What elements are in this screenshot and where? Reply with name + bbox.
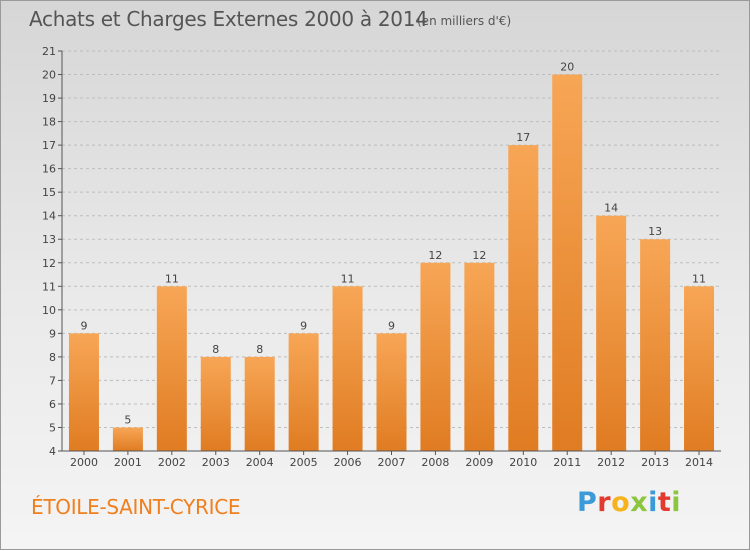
y-tick-label: 13	[42, 233, 56, 246]
x-tick-label: 2003	[202, 456, 230, 469]
x-tick-label: 2009	[465, 456, 493, 469]
x-tick-label: 2013	[641, 456, 669, 469]
data-label: 20	[560, 61, 574, 74]
y-tick-label: 12	[42, 257, 56, 270]
y-tick-label: 15	[42, 186, 56, 199]
bar	[156, 286, 187, 451]
x-tick-label: 2008	[421, 456, 449, 469]
y-tick-label: 17	[42, 139, 56, 152]
data-label: 5	[124, 413, 131, 426]
x-tick-label: 2000	[70, 456, 98, 469]
bar	[596, 215, 627, 451]
data-label: 14	[604, 202, 618, 215]
brand-letter: i	[671, 487, 682, 518]
data-label: 17	[516, 131, 530, 144]
data-label: 9	[80, 319, 87, 332]
bar	[200, 356, 231, 451]
x-tick-label: 2011	[553, 456, 581, 469]
bar	[420, 262, 451, 451]
x-tick-label: 2005	[290, 456, 318, 469]
data-label: 12	[428, 249, 442, 262]
x-tick-label: 2014	[685, 456, 713, 469]
brand-letter: o	[611, 487, 631, 518]
x-tick-label: 2010	[509, 456, 537, 469]
y-tick-label: 21	[42, 45, 56, 58]
y-tick-label: 4	[49, 445, 56, 458]
data-label: 9	[388, 319, 395, 332]
data-label: 8	[256, 343, 263, 356]
data-label: 12	[472, 249, 486, 262]
y-tick-label: 19	[42, 92, 56, 105]
data-label: 11	[341, 272, 355, 285]
x-tick-label: 2002	[158, 456, 186, 469]
data-label: 11	[692, 272, 706, 285]
bar	[684, 286, 715, 451]
x-tick-label: 2004	[246, 456, 274, 469]
y-tick-label: 11	[42, 280, 56, 293]
proxiti-logo[interactable]: Proxiti	[577, 487, 681, 518]
brand-letter: x	[630, 487, 649, 518]
brand-letter: r	[597, 487, 612, 518]
chart-subtitle: (en milliers d'€)	[417, 14, 512, 28]
bar	[244, 356, 275, 451]
y-tick-label: 7	[49, 374, 56, 387]
y-tick-label: 6	[49, 398, 56, 411]
x-tick-label: 2001	[114, 456, 142, 469]
bar	[112, 427, 143, 451]
bars	[68, 74, 715, 451]
y-tick-label: 18	[42, 116, 56, 129]
labels: 4 5 6 7 8 9 10 11 12 13 14 15 16 17 18 19 20 21 2000 9 2001 5…	[42, 45, 713, 469]
data-label: 8	[212, 343, 219, 356]
bar	[552, 74, 583, 451]
bar	[332, 286, 363, 451]
commune-name: ÉTOILE-SAINT-CYRICE	[31, 495, 241, 519]
y-tick-label: 5	[49, 421, 56, 434]
data-label: 13	[648, 225, 662, 238]
bar	[464, 262, 495, 451]
brand-letter: i	[648, 487, 658, 518]
bar	[508, 145, 539, 451]
y-tick-label: 14	[42, 210, 56, 223]
axes	[58, 50, 721, 455]
bar	[376, 333, 407, 451]
y-tick-label: 16	[42, 163, 56, 176]
y-tick-label: 9	[49, 327, 56, 340]
x-tick-label: 2012	[597, 456, 625, 469]
x-tick-label: 2006	[334, 456, 362, 469]
y-tick-label: 8	[49, 351, 56, 364]
brand-letter: P	[577, 487, 598, 518]
brand-letter: t	[657, 487, 672, 518]
data-label: 11	[165, 272, 179, 285]
bar	[288, 333, 319, 451]
data-label: 9	[300, 319, 307, 332]
chart-title: Achats et Charges Externes 2000 à 2014	[29, 7, 428, 31]
y-tick-label: 20	[42, 69, 56, 82]
y-tick-label: 10	[42, 304, 56, 317]
bar	[68, 333, 99, 451]
bar	[640, 239, 671, 451]
x-tick-label: 2007	[378, 456, 406, 469]
